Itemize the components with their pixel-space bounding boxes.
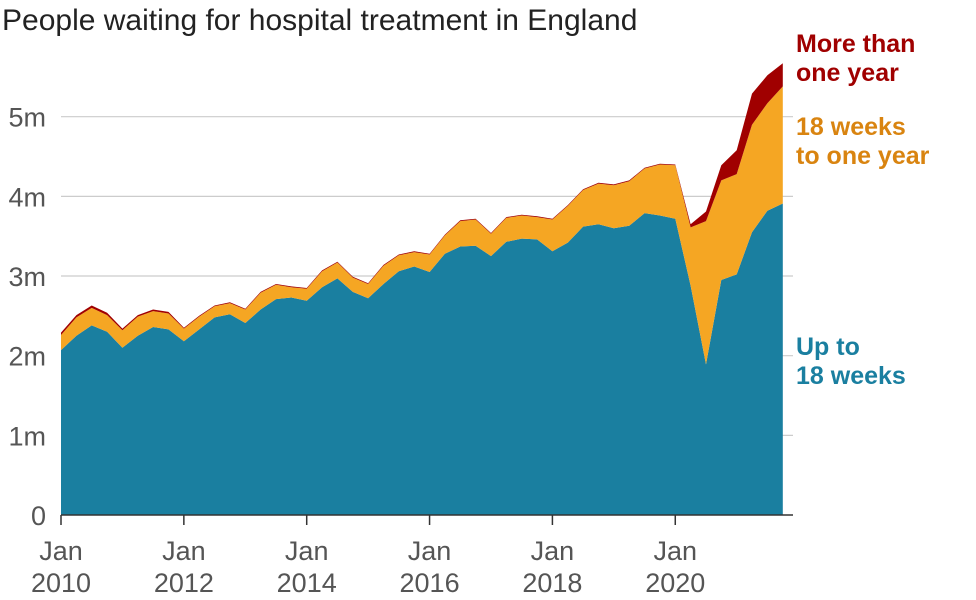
y-tick-label: 2m (8, 342, 46, 372)
label-18-weeks-to-one-year-line2: to one year (796, 142, 930, 170)
y-tick-label: 0 (31, 501, 46, 531)
chart-title: People waiting for hospital treatment in… (2, 4, 637, 37)
series-labels: More than one year 18 weeks to one year … (796, 30, 930, 390)
x-tick-label-month: Jan (653, 536, 697, 566)
x-tick-label-month: Jan (285, 536, 329, 566)
label-up-to-18-weeks-line2: 18 weeks (796, 362, 906, 390)
x-tick-label-month: Jan (39, 536, 83, 566)
stacked-areas (61, 63, 783, 515)
area-series-0 (61, 203, 783, 515)
y-tick-label: 4m (8, 182, 46, 212)
label-more-than-one-year-line1: More than (796, 30, 915, 58)
y-axis: 0 1m 2m 3m 4m 5m (8, 103, 46, 531)
x-tick-label-year: 2012 (154, 568, 214, 598)
x-tick-label-year: 2014 (277, 568, 337, 598)
label-18-weeks-to-one-year-line1: 18 weeks (796, 113, 906, 141)
x-tick-label-month: Jan (408, 536, 452, 566)
x-tick-label-year: 2018 (522, 568, 582, 598)
x-tick-label-month: Jan (162, 536, 206, 566)
x-axis: Jan2010Jan2012Jan2014Jan2016Jan2018Jan20… (31, 514, 793, 598)
x-tick-label-year: 2010 (31, 568, 91, 598)
x-tick-label-year: 2020 (645, 568, 705, 598)
area-series-1 (61, 86, 783, 365)
x-tick-label-month: Jan (531, 536, 575, 566)
label-up-to-18-weeks-line1: Up to (796, 333, 860, 361)
label-more-than-one-year-line2: one year (796, 59, 899, 87)
y-tick-label: 3m (8, 262, 46, 292)
y-tick-label: 1m (8, 421, 46, 451)
y-tick-label: 5m (8, 103, 46, 133)
x-tick-label-year: 2016 (400, 568, 460, 598)
